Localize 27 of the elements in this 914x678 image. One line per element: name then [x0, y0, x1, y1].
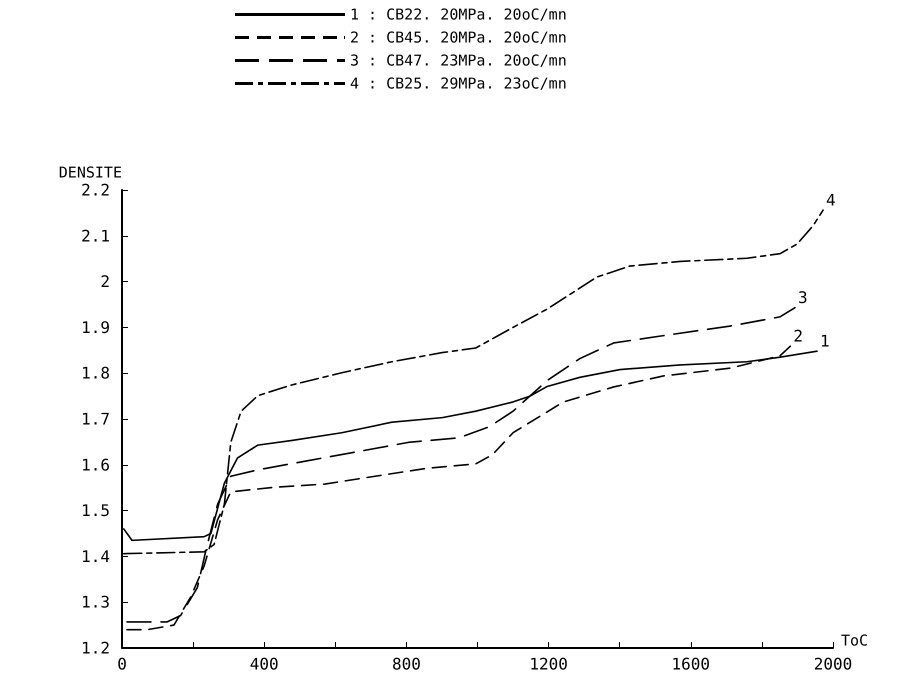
y-tick-label: 2 — [100, 272, 110, 292]
y-tick-label: 1.7 — [81, 410, 110, 428]
y-axis-title: DENSITE — [58, 164, 122, 182]
x-tick-label: 2000 — [814, 654, 852, 674]
x-tick-label: 1200 — [529, 654, 568, 674]
x-tick-label: 0 — [117, 654, 127, 674]
legend-label: 2 : CB45. 20MPa. 20oC/mn — [350, 28, 567, 46]
annotation: 1 — [820, 332, 830, 351]
y-tick-label: 2.2 — [81, 180, 110, 200]
annotation: 3 — [798, 288, 808, 308]
annotation: 2 — [793, 326, 803, 346]
x-axis-title: ToC — [841, 632, 868, 650]
y-tick-label: 1.2 — [81, 638, 110, 658]
y-tick-label: 1.5 — [81, 501, 110, 520]
legend-label: 4 : CB25. 29MPa. 23oC/mn — [350, 74, 567, 92]
legend-label: 3 : CB47. 23MPa. 20oC/mn — [350, 52, 567, 70]
annotation: 4 — [826, 190, 836, 210]
x-tick-label: 400 — [250, 654, 279, 674]
y-tick-label: 2.1 — [81, 226, 110, 246]
y-tick-label: 1.3 — [81, 592, 110, 612]
y-tick-label: 1.8 — [81, 364, 110, 383]
y-tick-label: 1.4 — [81, 546, 110, 566]
x-tick-label: 1600 — [672, 654, 710, 674]
legend-label: 1 : CB22. 20MPa. 20oC/mn — [350, 6, 567, 24]
y-tick-label: 1.6 — [81, 455, 110, 474]
x-tick-label: 800 — [392, 654, 421, 674]
y-tick-label: 1.9 — [81, 318, 110, 337]
